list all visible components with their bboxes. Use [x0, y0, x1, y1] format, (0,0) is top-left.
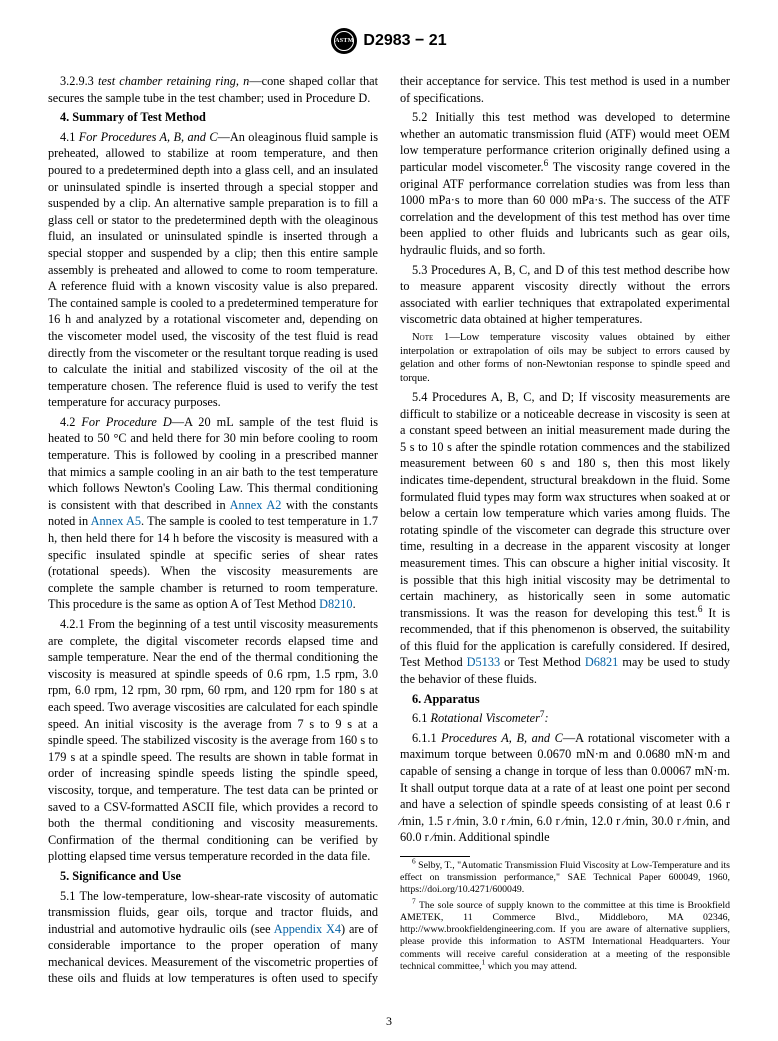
link-d6821[interactable]: D6821 [585, 655, 618, 669]
section-5-head: 5. Significance and Use [48, 868, 378, 885]
page-number: 3 [0, 1014, 778, 1029]
link-appendix-x4[interactable]: Appendix X4 [274, 922, 341, 936]
para-53: 5.3 Procedures A, B, C, and D of this te… [400, 262, 730, 328]
section-4-head: 4. Summary of Test Method [48, 109, 378, 126]
link-d5133[interactable]: D5133 [467, 655, 500, 669]
document-id: D2983 − 21 [363, 32, 446, 50]
para-61: 6.1 Rotational Viscometer7: [400, 710, 730, 727]
para-54: 5.4 Procedures A, B, C, and D; If viscos… [400, 389, 730, 688]
para-421: 4.2.1 From the beginning of a test until… [48, 616, 378, 865]
footnote-separator [400, 856, 470, 857]
footnote-6: 6 Selby, T., "Automatic Transmission Flu… [400, 860, 730, 897]
section-6-head: 6. Apparatus [400, 691, 730, 708]
page-header: ASTM D2983 − 21 [48, 28, 730, 59]
para-52: 5.2 Initially this test method was devel… [400, 109, 730, 258]
note-1: Note 1—Low temperature viscosity values … [400, 331, 730, 386]
body-columns: 3.2.9.3 test chamber retaining ring, n—c… [48, 73, 730, 987]
link-d8210[interactable]: D8210 [319, 597, 352, 611]
para-42: 4.2 For Procedure D—A 20 mL sample of th… [48, 414, 378, 613]
footnotes-block: 6 Selby, T., "Automatic Transmission Flu… [400, 856, 730, 973]
link-annex-a2[interactable]: Annex A2 [230, 498, 282, 512]
page: ASTM D2983 − 21 3.2.9.3 test chamber ret… [0, 0, 778, 1041]
footnote-7: 7 The sole source of supply known to the… [400, 900, 730, 973]
astm-logo-icon: ASTM [331, 28, 357, 54]
link-annex-a5[interactable]: Annex A5 [91, 514, 141, 528]
logo-text: ASTM [335, 38, 354, 44]
para-611: 6.1.1 Procedures A, B, and C—A rotationa… [400, 730, 730, 846]
para-41: 4.1 For Procedures A, B, and C—An oleagi… [48, 129, 378, 411]
para-3293: 3.2.9.3 test chamber retaining ring, n—c… [48, 73, 378, 106]
